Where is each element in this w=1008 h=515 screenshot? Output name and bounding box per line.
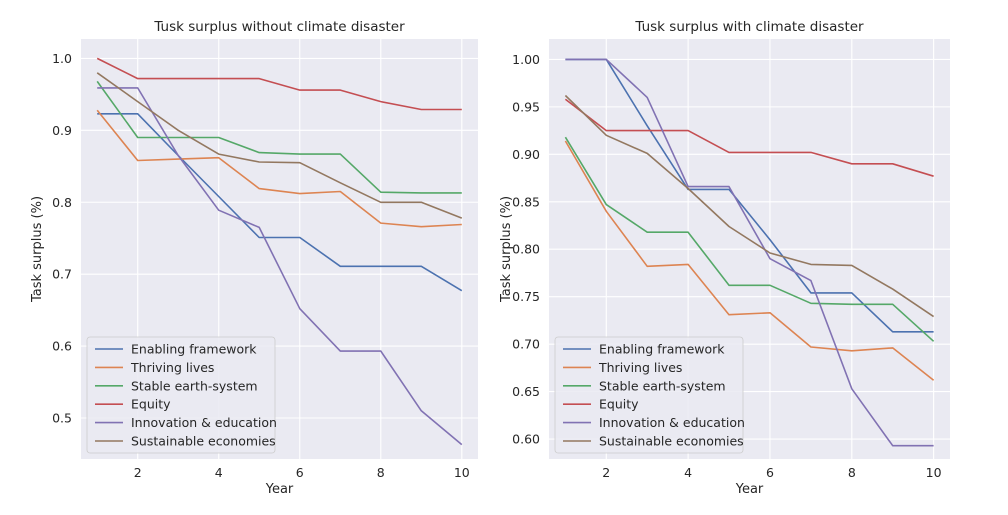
x-tick-label: 2 [134,465,142,480]
x-tick-label: 8 [377,465,385,480]
y-axis-label: Task surplus (%) [30,196,45,303]
series-line-innovation-education [97,87,463,446]
panel-2: 2 4 6 8 10 0.60 0.65 0.70 0.75 0.80 0.85 0.90 0.95 1.… [499,19,950,497]
y-tick-label: 0.95 [512,99,540,114]
y-axis-label: Task surplus (%) [499,196,514,303]
legend-label: Sustainable economies [599,434,744,449]
series-line-sustainable-economies [564,94,935,318]
series-line-sustainable-economies [96,72,463,219]
y-tick-label: 0.75 [512,289,540,304]
series-line-innovation-education [565,58,934,447]
x-tick-label: 2 [602,465,610,480]
x-tick-label: 6 [766,465,774,480]
x-tick-label: 6 [296,465,304,480]
y-tick-label: 0.90 [512,147,540,162]
legend-label: Innovation & education [131,415,277,430]
legend-label: Stable earth-system [131,378,258,393]
x-tick-label: 10 [926,465,942,480]
series-line-enabling-framework [565,58,934,333]
y-tick-label: 0.85 [512,194,540,209]
series-line-enabling-framework [97,113,463,292]
legend-label: Stable earth-system [599,378,726,393]
chart-title: Tusk surplus with climate disaster [634,19,864,35]
panel-1: 2 4 6 8 10 0.5 0.6 0.7 0.8 0.9 1.0 Tusk surplus wit… [30,19,478,497]
legend-label: Equity [131,397,171,412]
y-tick-label: 0.60 [512,432,540,447]
y-tick-label: 0.65 [512,384,540,399]
y-tick-label: 0.8 [52,195,72,210]
y-tick-label: 0.6 [52,339,72,354]
legend-label: Enabling framework [131,342,257,357]
legend-label: Thriving lives [130,360,214,375]
legend-box [86,336,276,454]
x-axis-label: Year [735,482,764,497]
legend-label: Enabling framework [599,342,725,357]
series-line-equity [564,98,934,177]
legend-label: Equity [599,397,639,412]
legend: Enabling framework Thriving lives Stable e… [554,336,745,454]
y-tick-label: 1.00 [512,52,540,67]
series-line-stable-earth-system [96,80,462,194]
series-line-equity [96,57,462,111]
y-tick-label: 0.70 [512,337,540,352]
y-tick-label: 0.7 [52,267,72,282]
y-tick-label: 1.0 [52,51,72,66]
y-tick-label: 0.80 [512,242,540,257]
x-axis-label: Year [265,482,294,497]
series-line-stable-earth-system [564,136,935,342]
x-tick-label: 10 [454,465,470,480]
legend-box [554,336,744,454]
y-tick-label: 0.9 [52,123,72,138]
chart-title: Tusk surplus without climate disaster [153,19,405,35]
legend-label: Thriving lives [598,360,682,375]
x-tick-label: 4 [684,465,692,480]
legend-label: Innovation & education [599,415,745,430]
series-line-thriving-lives [96,109,462,228]
x-tick-label: 4 [215,465,223,480]
legend-label: Sustainable economies [131,434,276,449]
y-tick-label: 0.5 [52,411,72,426]
series-line-thriving-lives [564,140,935,381]
x-tick-label: 8 [848,465,856,480]
legend: Enabling framework Thriving lives Stable e… [86,336,277,454]
